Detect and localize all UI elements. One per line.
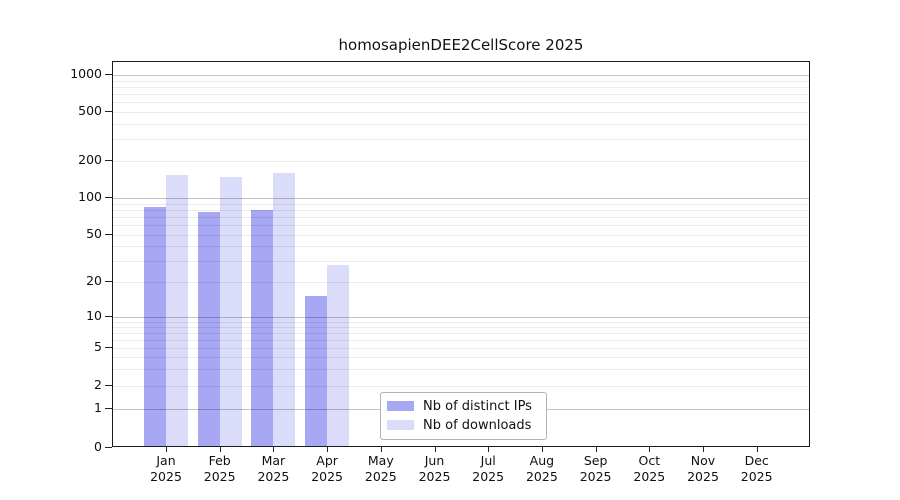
x-tick-year: 2025 — [311, 468, 343, 484]
y-tick-mark — [105, 110, 112, 112]
x-tick-label: Nov 2025 — [676, 453, 730, 484]
x-tick-year: 2025 — [579, 468, 612, 484]
x-tick-label: Apr 2025 — [300, 453, 354, 484]
y-tick-label: 2 — [94, 377, 102, 392]
y-tick-mark — [105, 408, 112, 410]
x-tick-mark — [327, 447, 329, 452]
bar-downloads — [166, 175, 188, 446]
legend-swatch-downloads — [387, 420, 414, 430]
x-tick-month: May — [367, 453, 394, 468]
y-tick-label: 1 — [94, 400, 102, 416]
x-tick-mark — [434, 447, 436, 452]
y-tick-mark — [105, 233, 112, 235]
x-tick-mark — [756, 447, 758, 452]
x-tick-month: Jun — [424, 453, 445, 468]
bar-distinct-ips — [144, 206, 166, 446]
x-tick-year: 2025 — [687, 468, 719, 484]
x-tick-month: Oct — [638, 453, 661, 468]
x-tick-year: 2025 — [364, 468, 397, 484]
x-tick-year: 2025 — [472, 468, 505, 484]
x-tick-label: Jan 2025 — [139, 453, 193, 484]
legend-label-downloads: Nb of downloads — [423, 417, 532, 433]
bars-layer — [113, 62, 809, 446]
bar-downloads — [219, 177, 242, 446]
legend-item-downloads: Nb of downloads — [387, 417, 531, 433]
x-tick-month: Mar — [261, 453, 286, 468]
x-tick-label: Aug 2025 — [515, 453, 569, 484]
y-tick-label: 100 — [78, 189, 102, 204]
legend-swatch-distinct-ips — [387, 401, 414, 411]
x-tick-label: Sep 2025 — [569, 453, 623, 484]
x-tick-year: 2025 — [257, 468, 290, 484]
x-tick-month: Feb — [208, 453, 231, 468]
bar-downloads — [273, 172, 296, 446]
chart-title: homosapienDEE2CellScore 2025 — [338, 36, 584, 54]
x-tick-mark — [380, 447, 382, 452]
x-tick-mark — [219, 447, 221, 452]
y-tick-mark — [105, 74, 112, 75]
y-tick-label: 5 — [94, 339, 102, 355]
bar-distinct-ips — [305, 295, 328, 446]
legend-item-distinct-ips: Nb of distinct IPs — [387, 398, 532, 414]
x-tick-year: 2025 — [203, 468, 236, 484]
x-tick-month: Jul — [480, 453, 496, 468]
x-tick-label: Mar 2025 — [246, 453, 300, 484]
y-tick-label: 10 — [86, 308, 102, 324]
bar-downloads — [327, 265, 350, 446]
bar-distinct-ips — [251, 210, 274, 446]
y-tick-mark — [105, 281, 112, 282]
x-tick-label: Jul 2025 — [461, 453, 515, 484]
y-tick-mark — [105, 385, 112, 386]
x-tick-label: Dec 2025 — [730, 453, 784, 484]
x-tick-month: Apr — [316, 453, 338, 468]
y-tick-label: 0 — [94, 438, 102, 454]
x-tick-year: 2025 — [418, 468, 451, 484]
y-tick-mark — [105, 160, 112, 161]
y-tick-label: 50 — [86, 225, 102, 241]
x-tick-mark — [541, 447, 543, 452]
x-tick-mark — [703, 447, 704, 452]
y-tick-label: 1000 — [70, 66, 102, 81]
legend-label-distinct-ips: Nb of distinct IPs — [423, 398, 532, 414]
x-tick-mark — [595, 447, 597, 452]
x-tick-year: 2025 — [525, 468, 558, 484]
y-tick-label: 20 — [86, 273, 102, 288]
y-tick-label: 200 — [78, 152, 102, 167]
x-tick-year: 2025 — [150, 468, 182, 484]
x-tick-mark — [649, 447, 651, 452]
x-tick-mark — [166, 447, 167, 452]
y-tick-label: 500 — [78, 102, 102, 118]
x-tick-month: Nov — [690, 453, 716, 468]
x-tick-month: Dec — [744, 453, 769, 468]
y-tick-mark — [105, 347, 112, 349]
y-tick-mark — [105, 446, 112, 448]
x-tick-label: Jun 2025 — [408, 453, 462, 484]
x-tick-mark — [273, 447, 275, 452]
y-tick-mark — [105, 197, 112, 198]
legend: Nb of distinct IPs Nb of downloads — [380, 392, 547, 440]
x-tick-year: 2025 — [633, 468, 666, 484]
x-tick-month: Sep — [583, 453, 608, 468]
x-tick-label: May 2025 — [354, 453, 408, 484]
x-tick-label: Feb 2025 — [193, 453, 247, 484]
x-tick-month: Aug — [529, 453, 555, 468]
bar-distinct-ips — [197, 212, 220, 446]
x-tick-mark — [488, 447, 490, 452]
x-tick-month: Jan — [156, 453, 176, 468]
x-tick-year: 2025 — [740, 468, 773, 484]
x-tick-label: Oct 2025 — [622, 453, 676, 484]
y-tick-mark — [105, 316, 112, 318]
plot-area: Nb of distinct IPs Nb of downloads — [112, 61, 810, 447]
